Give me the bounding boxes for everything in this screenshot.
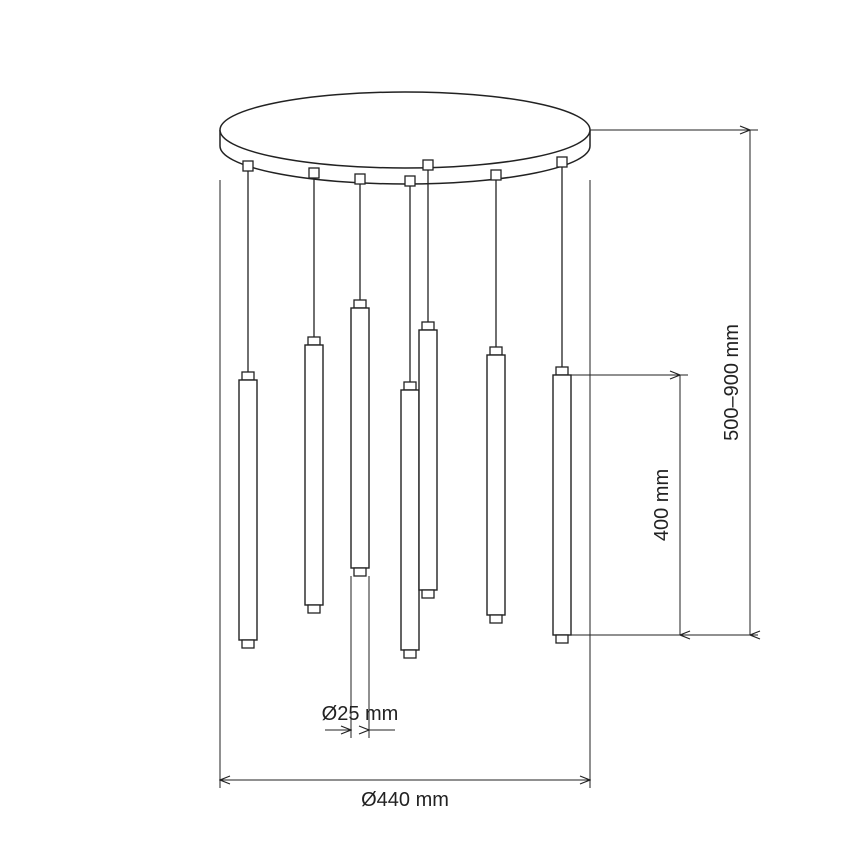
- pendant-4: [401, 176, 419, 658]
- pendant-2: [305, 168, 323, 613]
- pendant-5: [419, 160, 437, 598]
- pendant-1: [239, 161, 257, 648]
- ceiling-canopy: [220, 92, 590, 184]
- pendant-3: [351, 174, 369, 576]
- pendant-lamp-dimension-diagram: 500–900 mm 400 mm Ø440 mm Ø25 mm: [0, 0, 868, 868]
- dim-label-tube-height: 400 mm: [651, 469, 673, 541]
- dim-label-tube-diameter: Ø25 mm: [322, 703, 399, 725]
- dim-label-overall-diameter: Ø440 mm: [361, 789, 449, 811]
- pendant-6: [487, 170, 505, 623]
- pendant-7: [553, 157, 571, 643]
- dim-label-overall-height: 500–900 mm: [721, 324, 743, 441]
- pendant-tubes-group: [239, 157, 571, 658]
